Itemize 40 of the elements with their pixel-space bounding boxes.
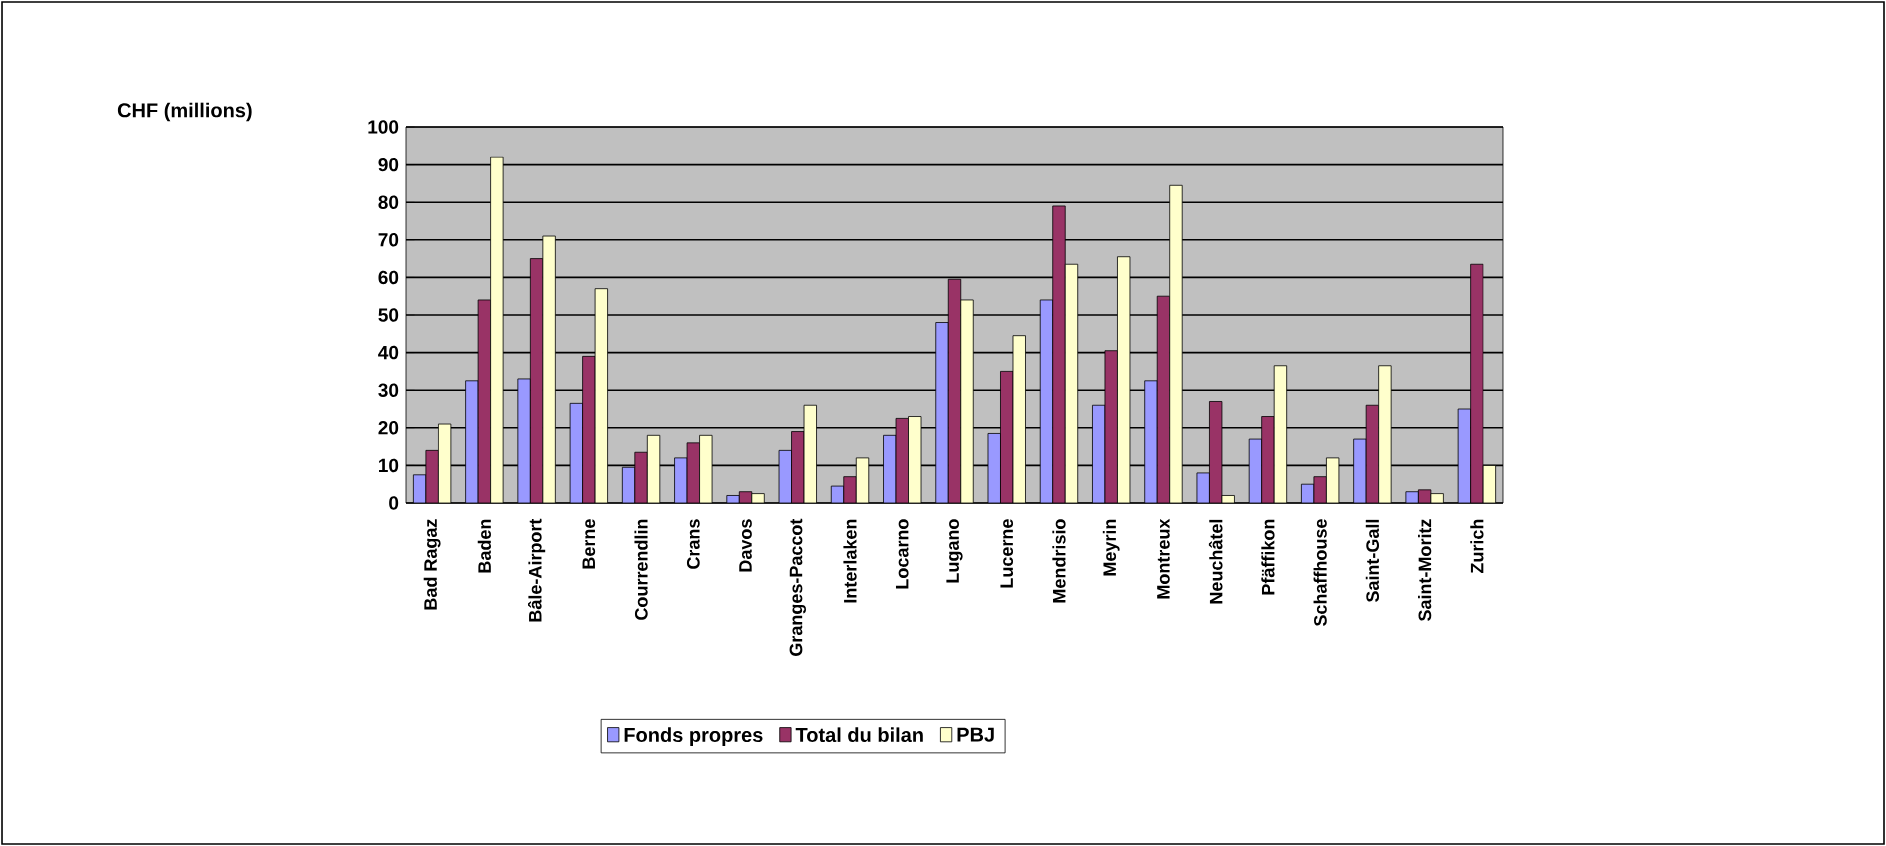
x-tick-label: Neuchâtel [1208, 519, 1223, 604]
y-tick-label: 90 [378, 157, 399, 172]
x-tick-label: Courrendlin [634, 519, 648, 620]
x-tick-label: Lugano [946, 519, 963, 583]
x-tick-label: Pfäffikon [1261, 519, 1275, 595]
x-tick-label: Crans [686, 519, 700, 569]
y-tick-label: 30 [378, 383, 399, 397]
x-tick-label: Baden [477, 519, 491, 573]
y-tick-label: 10 [379, 458, 399, 473]
x-tick-label: Saint-Moritz [1418, 519, 1432, 622]
x-tick-label: Berne [582, 519, 596, 569]
y-tick-label: 0 [389, 496, 399, 510]
x-tick-label: Locarno [895, 519, 909, 589]
x-tick-label: Meyrin [1102, 519, 1120, 576]
x-tick-label: Zurich [1470, 519, 1484, 574]
x-tick-label: Schaffhouse [1313, 519, 1327, 627]
y-tick-label: 80 [378, 195, 399, 209]
y-tick-label: 60 [378, 270, 399, 285]
x-tick-label: Lucerne [1000, 519, 1014, 588]
x-tick-label: Bad Ragaz [423, 519, 441, 610]
bar [1261, 416, 1275, 503]
x-tick-label: Interlaken [843, 519, 857, 603]
x-tick-label: Bâle-Airport [528, 518, 546, 622]
legend-label: Fonds propres [624, 727, 763, 746]
bar [634, 451, 648, 503]
x-tick-label: Montreux [1157, 518, 1170, 599]
y-tick-label: 20 [378, 421, 399, 435]
bar [843, 476, 857, 503]
y-tick-label: 40 [378, 345, 399, 360]
x-tick-label: Saint-Gall [1365, 519, 1380, 603]
legend-label: PBJ [957, 727, 994, 742]
bar [1052, 205, 1066, 503]
text: CHF (millions) [117, 102, 252, 122]
y-tick-label: 100 [368, 120, 399, 134]
x-tick-label: Davos [739, 519, 752, 572]
x-tick-label: Mendrisio [1052, 519, 1066, 603]
legend-label: Total du bilan [795, 727, 923, 743]
x-tick-label: Granges-Paccot [789, 518, 806, 656]
y-tick-label: 50 [378, 308, 399, 322]
y-tick-label: 70 [378, 233, 399, 247]
